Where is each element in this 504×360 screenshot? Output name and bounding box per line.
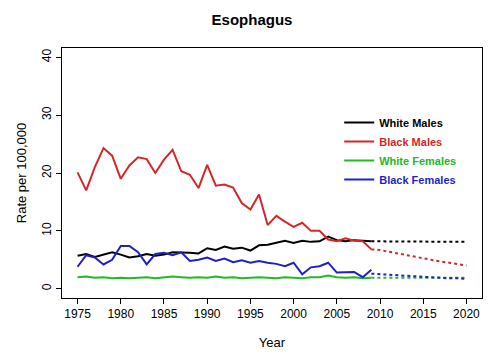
svg-text:Esophagus: Esophagus (212, 11, 293, 28)
svg-text:White Females: White Females (379, 155, 456, 167)
svg-text:2010: 2010 (367, 307, 394, 321)
svg-text:1980: 1980 (107, 307, 134, 321)
svg-text:White Males: White Males (379, 117, 443, 129)
svg-text:1985: 1985 (151, 307, 178, 321)
svg-text:1990: 1990 (194, 307, 221, 321)
svg-text:0: 0 (40, 283, 54, 290)
svg-text:Year: Year (259, 335, 286, 350)
svg-text:Black Males: Black Males (379, 136, 442, 148)
svg-text:2020: 2020 (453, 307, 480, 321)
svg-text:2005: 2005 (323, 307, 350, 321)
svg-text:1975: 1975 (64, 307, 91, 321)
svg-text:Rate per 100,000: Rate per 100,000 (14, 123, 29, 223)
svg-text:10: 10 (40, 222, 54, 236)
svg-text:30: 30 (40, 106, 54, 120)
svg-text:2015: 2015 (410, 307, 437, 321)
svg-text:Black Females: Black Females (379, 174, 455, 186)
svg-text:2000: 2000 (280, 307, 307, 321)
svg-text:1995: 1995 (237, 307, 264, 321)
svg-text:20: 20 (40, 164, 54, 178)
svg-text:40: 40 (40, 48, 54, 62)
